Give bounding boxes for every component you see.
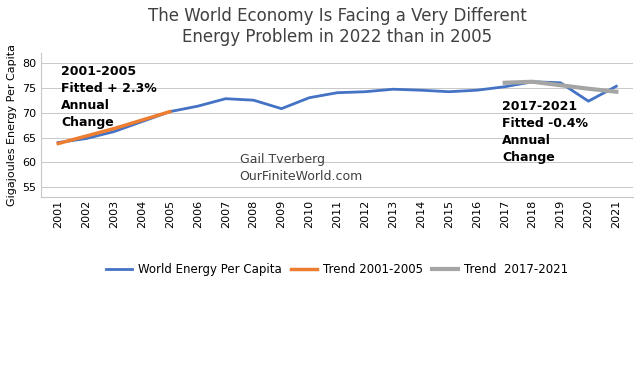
Text: 2017-2021
Fitted -0.4%
Annual
Change: 2017-2021 Fitted -0.4% Annual Change (502, 100, 588, 164)
Y-axis label: Gigajoules Energy Per Capita: Gigajoules Energy Per Capita (7, 44, 17, 206)
Text: 2001-2005
Fitted + 2.3%
Annual
Change: 2001-2005 Fitted + 2.3% Annual Change (61, 65, 157, 129)
Title: The World Economy Is Facing a Very Different
Energy Problem in 2022 than in 2005: The World Economy Is Facing a Very Diffe… (148, 7, 527, 46)
Legend: World Energy Per Capita, Trend 2001-2005, Trend  2017-2021: World Energy Per Capita, Trend 2001-2005… (101, 258, 573, 281)
Text: Gail Tverberg
OurFiniteWorld.com: Gail Tverberg OurFiniteWorld.com (239, 152, 363, 183)
